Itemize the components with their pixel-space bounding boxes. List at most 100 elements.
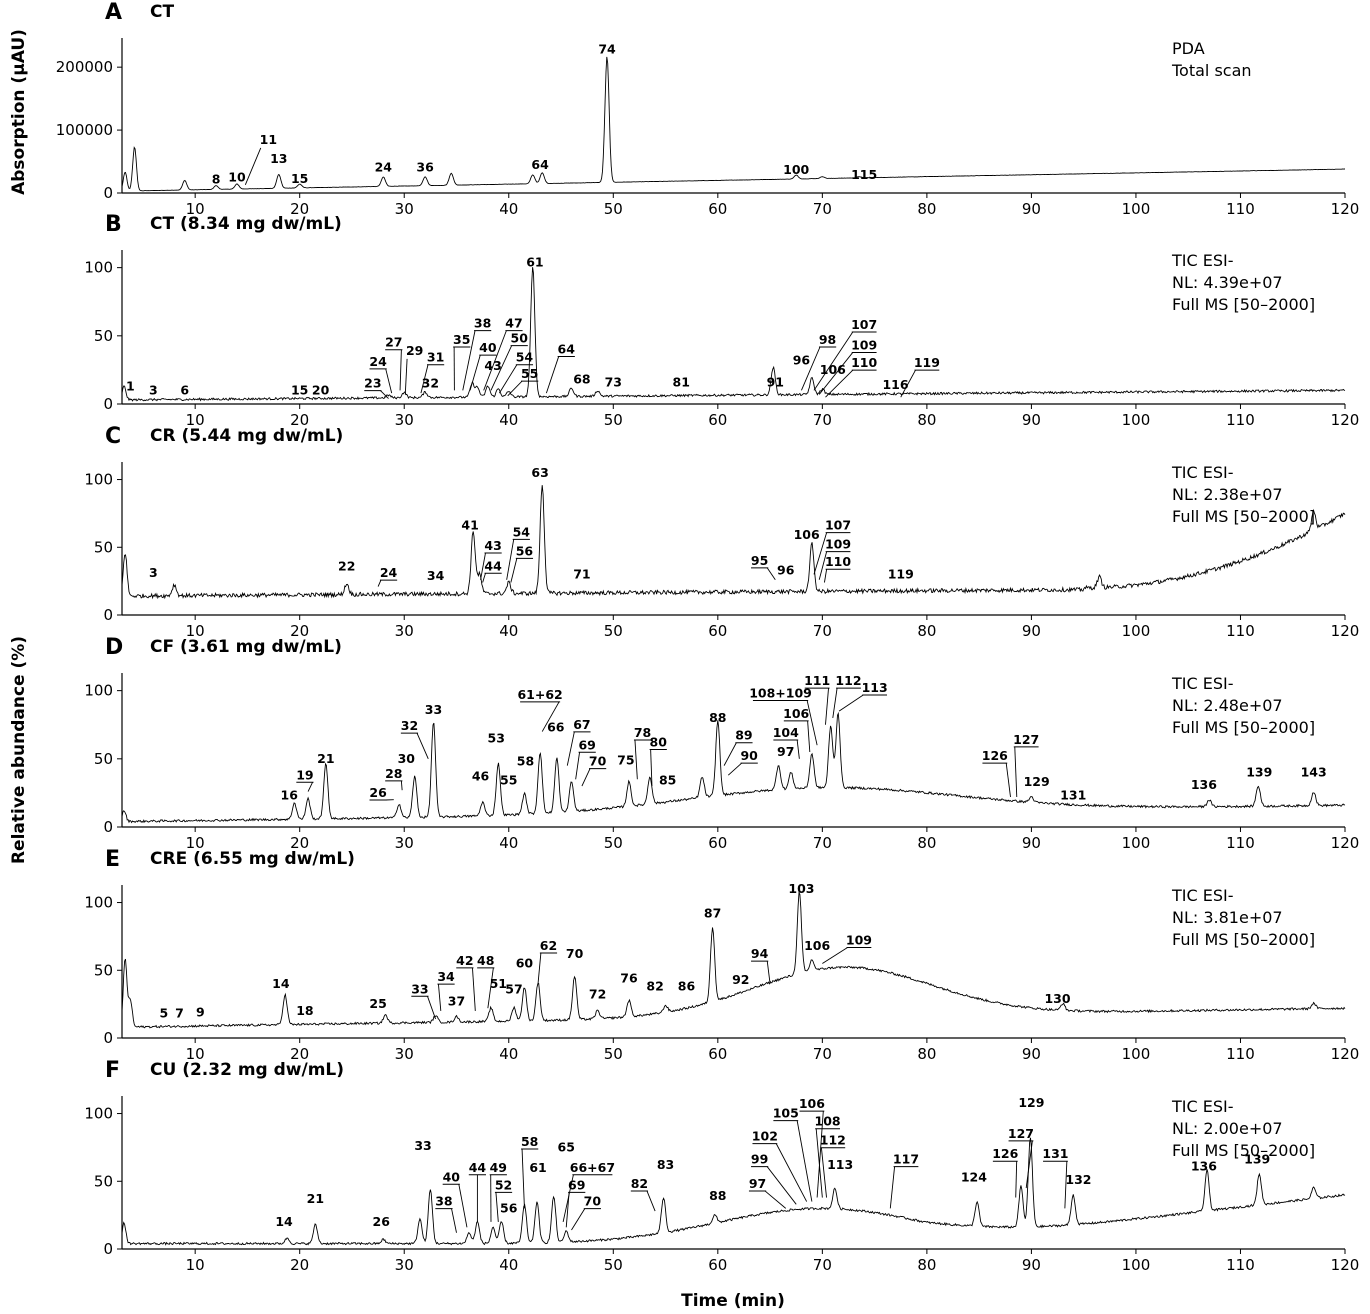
x-axis-title: Time (min) (681, 1291, 785, 1311)
y-tick-label: 0 (103, 1240, 113, 1258)
x-tick-label: 120 (1331, 200, 1360, 218)
panel-letter: E (105, 847, 120, 872)
peak-leader-line (727, 762, 742, 776)
panel-info-line: TIC ESI- (1171, 1097, 1234, 1116)
peak-label: 107 (851, 317, 877, 332)
peak-label: 54 (516, 350, 534, 365)
peak-leader-line (823, 569, 828, 583)
peak-label: 30 (398, 751, 416, 766)
peak-leader-line (818, 551, 828, 580)
x-tick-label: 20 (290, 1256, 309, 1274)
peak-label: 52 (495, 1177, 512, 1192)
x-tick-label: 100 (1122, 1045, 1151, 1063)
peak-label: 49 (490, 1160, 507, 1175)
panel-title: CR (5.44 mg dw/mL) (150, 426, 343, 446)
peak-leader-line (1014, 746, 1018, 798)
peak-label: 109 (846, 933, 872, 948)
peak-leader-line (510, 558, 518, 583)
peak-leader-line (575, 752, 581, 780)
peak-label: 105 (773, 1106, 799, 1121)
y-tick-label: 100 (84, 894, 113, 912)
peak-label: 117 (893, 1152, 919, 1167)
peak-label: 72 (589, 987, 606, 1002)
y-tick-label: 0 (103, 606, 113, 624)
peak-label: 18 (296, 1003, 313, 1018)
peak-label: 56 (500, 1200, 518, 1215)
peak-label: 8 (212, 172, 221, 187)
peak-leader-line (427, 996, 437, 1020)
peak-label: 26 (373, 1214, 391, 1229)
peak-label: 53 (488, 730, 505, 745)
peak-label: 3 (149, 565, 158, 580)
y-tick-label: 50 (94, 538, 113, 556)
peak-leader-line (723, 742, 737, 766)
peak-leader-line (801, 346, 821, 391)
peak-label: 58 (521, 1134, 538, 1149)
peak-leader-line (1064, 1161, 1068, 1209)
peak-label: 100 (783, 162, 809, 177)
peak-label: 15 (291, 171, 308, 186)
panel-info-line: TIC ESI- (1171, 674, 1234, 693)
x-tick-label: 70 (813, 1256, 832, 1274)
peak-label: 14 (275, 1214, 293, 1229)
peak-label: 108 (815, 1114, 841, 1129)
peak-label: 69 (568, 1177, 585, 1192)
peak-leader-line (764, 1190, 787, 1209)
peak-label: 127 (1008, 1126, 1034, 1141)
peak-leader-line (380, 390, 389, 399)
peak-label: 1 (126, 378, 135, 393)
peak-label: 78 (634, 725, 651, 740)
x-tick-label: 120 (1331, 834, 1360, 852)
panel-info-line: TIC ESI- (1171, 251, 1234, 270)
panel-info-line: NL: 2.48e+07 (1172, 696, 1283, 715)
peak-label: 40 (479, 340, 497, 355)
peak-label: 87 (704, 905, 721, 920)
peak-label: 9 (196, 1004, 205, 1019)
peak-label: 43 (484, 538, 501, 553)
peak-label: 58 (517, 754, 534, 769)
peak-label: 19 (296, 767, 313, 782)
peak-leader-line (807, 720, 811, 753)
peak-leader-line (506, 539, 515, 580)
peak-label: 94 (751, 946, 769, 961)
peak-label: 102 (752, 1129, 778, 1144)
peak-label: 5 (159, 1006, 168, 1021)
peak-label: 113 (862, 680, 888, 695)
peak-leader-line (487, 967, 494, 1009)
peak-label: 62 (540, 938, 557, 953)
peak-leader-line (545, 356, 560, 394)
peak-leader-line (1015, 1161, 1018, 1198)
peak-label: 32 (422, 376, 439, 391)
x-tick-label: 50 (604, 622, 623, 640)
peak-label: 82 (646, 979, 663, 994)
peak-label: 36 (416, 160, 434, 175)
x-tick-label: 100 (1122, 200, 1151, 218)
panel-f: 0 50 100 10 20 30 40 50 60 70 80 90 100 110 120 F CU (2.… (84, 1058, 1359, 1274)
panel-info-line: Full MS [50–2000] (1172, 295, 1315, 314)
x-tick-label: 70 (813, 200, 832, 218)
peak-leader-line (399, 349, 402, 391)
panel-info-line: Total scan (1171, 61, 1252, 80)
peak-label: 28 (385, 766, 402, 781)
y-axis-title-relative-abundance: Relative abundance (%) (9, 636, 29, 864)
x-tick-label: 20 (290, 834, 309, 852)
peak-leader-line (498, 364, 518, 394)
peak-leader-line (565, 1192, 570, 1228)
peak-label: 44 (469, 1160, 487, 1175)
peak-label: 92 (732, 972, 749, 987)
x-tick-label: 40 (499, 1045, 518, 1063)
x-tick-label: 90 (1022, 200, 1041, 218)
peak-label: 91 (767, 374, 784, 389)
peak-leader-line (813, 532, 828, 575)
peak-label: 71 (573, 566, 590, 581)
peak-label: 40 (443, 1169, 461, 1184)
trace-line (121, 267, 1346, 402)
x-tick-label: 80 (917, 622, 936, 640)
peak-label: 106 (820, 362, 846, 377)
panel-letter: F (105, 1058, 120, 1083)
x-tick-label: 90 (1022, 622, 1041, 640)
trace-line (121, 1137, 1346, 1246)
x-tick-label: 30 (395, 1256, 414, 1274)
peak-label: 15 (291, 382, 308, 397)
